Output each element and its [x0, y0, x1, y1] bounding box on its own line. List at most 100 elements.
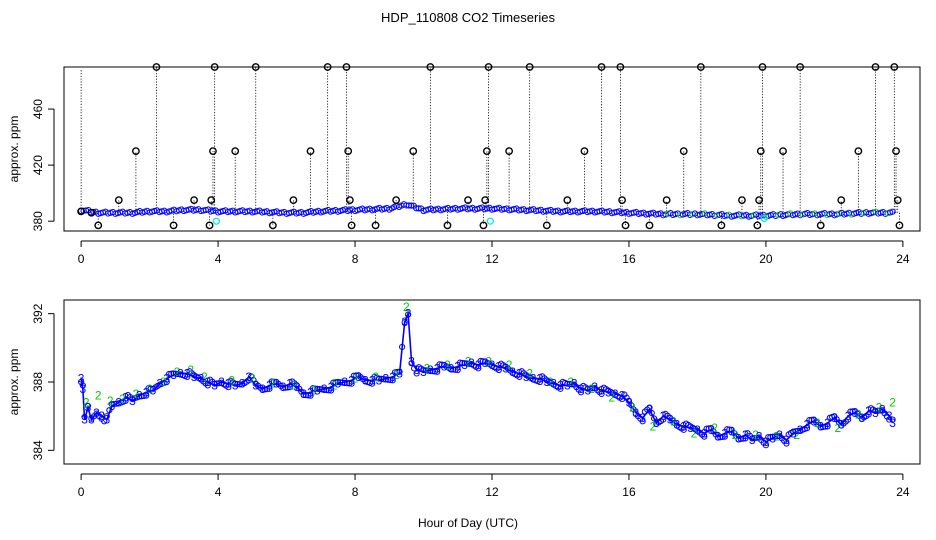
top-spike-point [231, 147, 240, 156]
top-spike-point [77, 207, 86, 216]
top-spike-point [758, 63, 767, 71]
bottom-series-3-label: 3 [783, 433, 790, 447]
bottom-series-3-label: 3 [348, 373, 355, 387]
bottom-series-3-label: 3 [191, 370, 198, 384]
bottom-x-tick-label: 24 [896, 485, 910, 499]
bottom-series-3-label: 3 [170, 368, 177, 382]
bottom-series-2-label: 2 [228, 373, 235, 387]
top-spike-point [205, 221, 214, 230]
bottom-series-3-label: 3 [232, 378, 239, 392]
bottom-series-2-label: 2 [95, 389, 102, 403]
bottom-series-3-label: 3 [769, 431, 776, 445]
bottom-point [680, 426, 687, 433]
bottom-point [396, 368, 403, 375]
bottom-series-3-label: 3 [667, 413, 674, 427]
bottom-point [587, 385, 594, 392]
bottom-point [806, 417, 813, 424]
bottom-point [408, 360, 415, 367]
bottom-series-3-label: 3 [328, 380, 335, 394]
bottom-series-2-label: 2 [567, 375, 574, 389]
top-x-tick-label: 12 [485, 252, 499, 266]
bottom-point [701, 433, 708, 440]
bottom-point [876, 407, 884, 414]
bottom-series-3-label: 3 [742, 428, 749, 442]
bottom-series-2-label: 2 [793, 428, 800, 442]
top-spike-point [210, 63, 219, 71]
bottom-point [138, 393, 145, 400]
bottom-series-3-label: 3 [300, 387, 307, 401]
bottom-point [872, 407, 879, 415]
bottom-point [790, 428, 797, 435]
top-spike-point [893, 196, 902, 205]
bottom-point [413, 370, 420, 377]
bottom-series-2-label: 2 [465, 355, 472, 369]
bottom-series-3-label: 3 [321, 382, 328, 396]
bottom-series-3-label: 3 [632, 406, 639, 420]
bottom-point [311, 385, 319, 392]
bottom-series-3-label: 3 [98, 409, 105, 423]
top-spike-point [481, 196, 490, 205]
bottom-series-3-label: 3 [157, 377, 164, 391]
bottom-series-2-label: 2 [174, 365, 181, 379]
top-spike-point [796, 63, 805, 71]
bottom-series-3-label: 3 [441, 360, 448, 374]
top-spike-point [597, 63, 606, 71]
bottom-series-3-label: 3 [266, 378, 273, 392]
bottom-point [660, 416, 667, 423]
bottom-point [724, 426, 731, 433]
bottom-point [557, 385, 564, 392]
bottom-point [307, 392, 314, 399]
bottom-point [143, 392, 150, 399]
bottom-series-3-label: 3 [653, 416, 660, 430]
top-spike-point [114, 196, 123, 205]
bottom-series-3-label: 3 [557, 378, 564, 392]
top-spike-point [618, 196, 627, 205]
bottom-point [321, 386, 328, 393]
bottom-point [719, 433, 726, 441]
bottom-x-tick-label: 12 [485, 485, 499, 499]
top-spike-point [895, 221, 904, 230]
bottom-point [385, 376, 392, 383]
bottom-point [184, 373, 191, 380]
top-spike-point [94, 221, 103, 230]
bottom-series-3-label: 3 [259, 382, 266, 396]
bottom-point [459, 359, 466, 367]
bottom-series-2-label: 2 [876, 401, 883, 415]
bottom-point [136, 393, 143, 400]
bottom-series-2-label: 2 [608, 390, 615, 404]
bottom-series-3-label: 3 [93, 406, 100, 420]
bottom-point [101, 418, 108, 425]
bottom-point [536, 378, 544, 386]
bottom-point [346, 380, 353, 387]
bottom-point [847, 408, 854, 415]
bottom-series-3-label: 3 [578, 382, 585, 396]
bottom-point [286, 384, 294, 391]
bottom-series-3-label: 3 [530, 372, 537, 386]
bottom-series-3-label: 3 [88, 413, 95, 427]
bottom-point [475, 365, 482, 372]
bottom-point [369, 380, 376, 387]
bottom-series-3-label: 3 [811, 414, 818, 428]
bottom-point [334, 378, 342, 386]
bottom-point [751, 434, 758, 442]
bottom-series-3-label: 3 [252, 378, 259, 392]
bottom-series-2-label: 2 [588, 382, 595, 396]
bottom-series-3-label: 3 [763, 435, 770, 449]
bottom-series-2-label: 2 [331, 378, 338, 392]
bottom-point [703, 425, 710, 432]
bottom-series-3-label: 3 [355, 370, 362, 384]
bottom-series-3-label: 3 [886, 409, 893, 423]
bottom-series-2-label: 2 [711, 421, 718, 435]
bottom-x-tick-label: 20 [759, 485, 773, 499]
bottom-point [309, 385, 316, 392]
bottom-series-3-label: 3 [865, 404, 872, 418]
bottom-point [568, 381, 575, 388]
bottom-point [584, 385, 591, 392]
top-baseline-point [889, 208, 896, 215]
top-cyan-point [486, 217, 494, 225]
bottom-y-axis-label: approx. ppm [7, 349, 21, 416]
bottom-point [337, 379, 344, 386]
bottom-x-tick-label: 8 [352, 485, 359, 499]
